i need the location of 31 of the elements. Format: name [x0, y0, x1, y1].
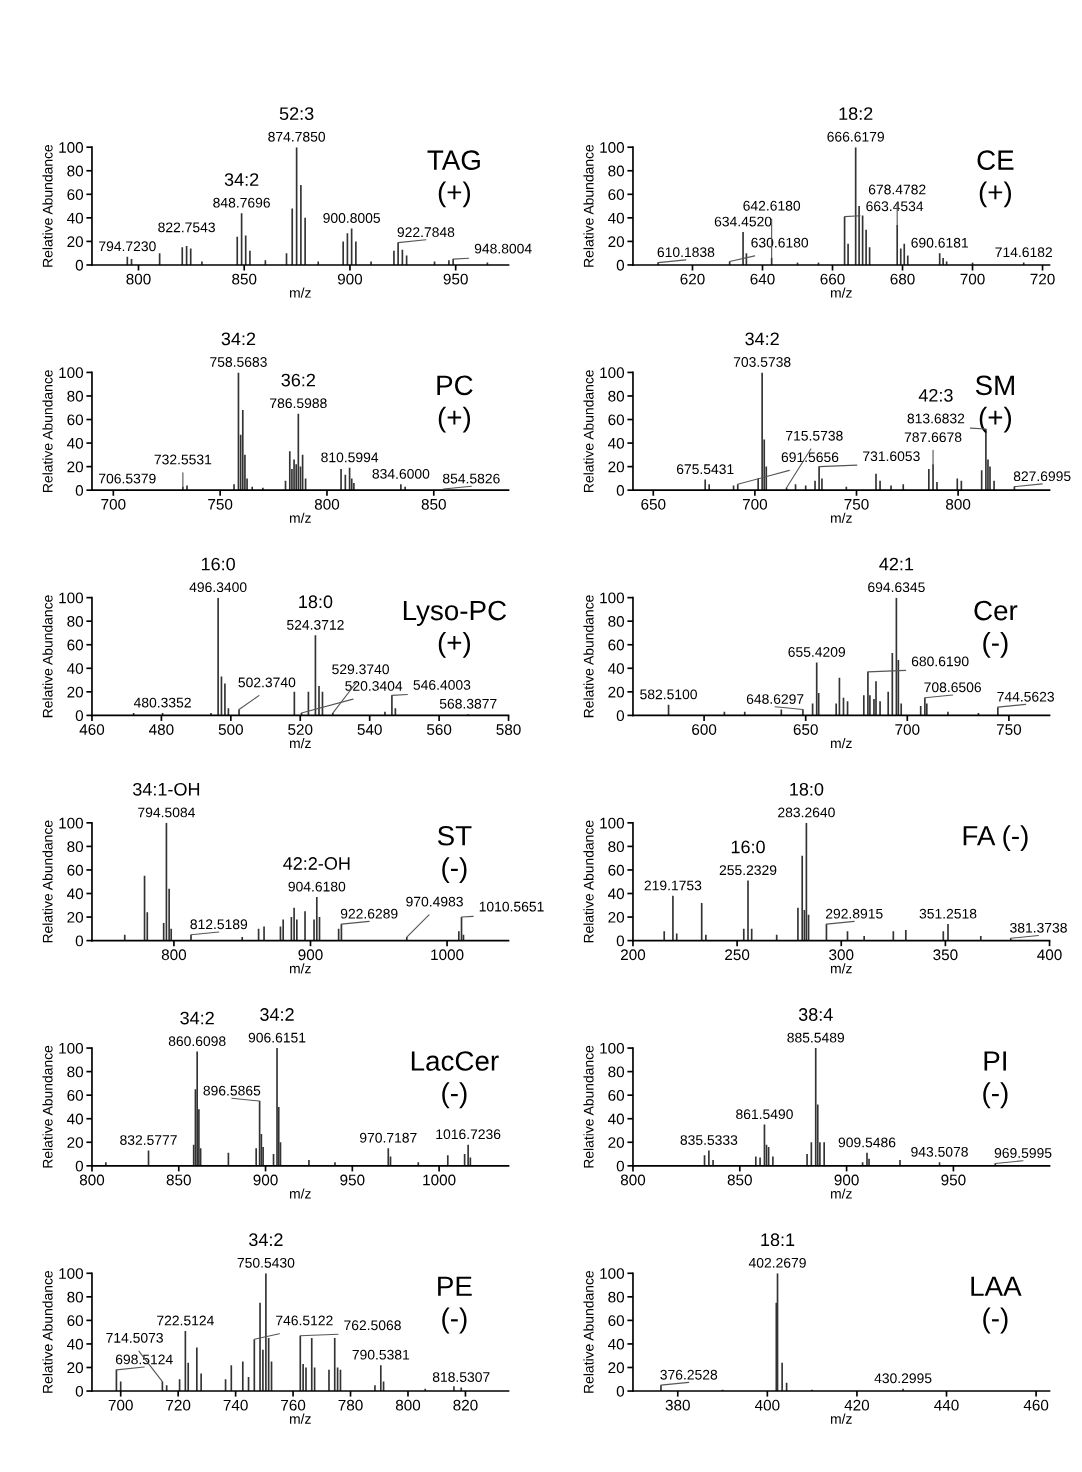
annotation: 38:4 [798, 1008, 833, 1021]
annotation: 42:1 [879, 557, 914, 571]
text: CE (+) [977, 150, 1014, 208]
annotation: 34:2 [249, 1233, 283, 1247]
text: ST (-) [437, 825, 472, 884]
text: Lyso-PC (+) [403, 600, 507, 658]
text: Cer (-) [974, 600, 1018, 658]
annotation: 34:1-OH [132, 782, 200, 796]
annotation: 42:3 [918, 388, 953, 402]
annotation: 34:2 [260, 1008, 294, 1021]
text: TAG (+) [427, 150, 480, 208]
annotation: 34:2 [224, 173, 259, 186]
text: LAA (-) [971, 1276, 1022, 1334]
text: PI (-) [983, 1051, 1008, 1109]
annotation: 18:1 [761, 1233, 795, 1247]
chart-title: FA (-) [963, 825, 1028, 852]
text: SM (+) [975, 375, 1014, 433]
annotation: 34:2 [180, 1011, 214, 1025]
annotation: 42:2-OH [283, 857, 350, 870]
annotation: 34:2 [221, 332, 256, 346]
annotation: 36:2 [281, 373, 315, 387]
annotation: 18:2 [839, 107, 873, 121]
annotation: 16:0 [201, 557, 235, 571]
annotation: 18:0 [790, 782, 824, 796]
text: PE (-) [438, 1276, 472, 1334]
text: PC (+) [437, 375, 473, 433]
text: LacCer (-) [411, 1051, 499, 1109]
annotation: 34:2 [745, 332, 779, 346]
annotation: 52:3 [279, 107, 314, 121]
annotation: 16:0 [731, 840, 765, 854]
annotation: 18:0 [299, 595, 333, 609]
